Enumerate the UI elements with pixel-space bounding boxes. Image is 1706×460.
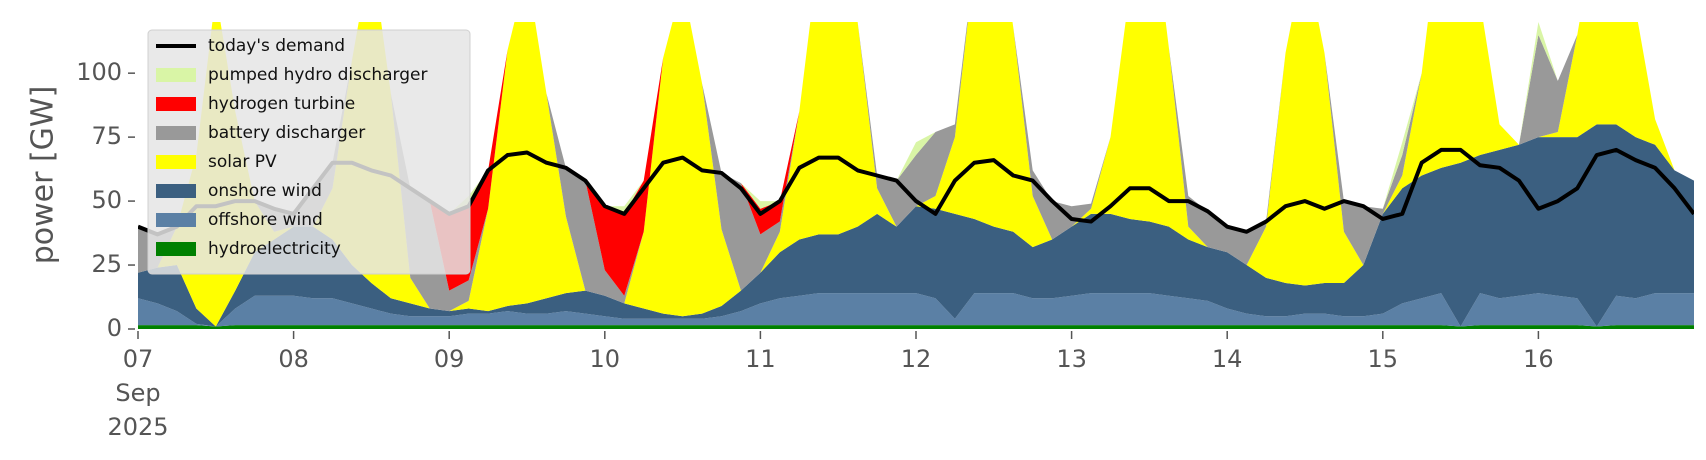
y-tick-label: 100 (76, 58, 122, 86)
legend-label: hydroelectricity (208, 239, 341, 259)
y-axis-label: power [GW] (26, 86, 61, 265)
legend-swatch (156, 155, 196, 169)
area-1 (138, 293, 1694, 327)
x-tick-label: 12 (900, 345, 932, 373)
legend-swatch (156, 97, 196, 111)
legend: today's demand pumped hydro discharger hyd… (147, 29, 471, 275)
y-tick-label: 0 (107, 314, 122, 342)
legend-frame (147, 29, 471, 275)
legend-swatch (156, 126, 196, 140)
legend-label: battery discharger (208, 123, 365, 143)
legend-label: offshore wind (208, 210, 323, 230)
x-tick-label: 16 (1523, 345, 1554, 373)
legend-swatch (156, 213, 196, 227)
area-3 (138, 22, 1694, 327)
legend-label: pumped hydro discharger (208, 65, 427, 85)
x-tick-label: 07 Sep 2025 (107, 345, 169, 441)
x-tick-label: 10 (589, 345, 621, 373)
legend-swatch (156, 242, 196, 256)
y-tick-label: 75 (91, 122, 122, 150)
legend-label: hydrogen turbine (208, 94, 355, 114)
legend-label: solar PV (208, 152, 277, 172)
area-2 (138, 124, 1694, 327)
axes: 0 25 50 75 100 (76, 58, 1540, 342)
x-tick-label: 14 (1211, 345, 1243, 373)
x-tick-label: 09 (433, 345, 465, 373)
x-tick-label: 08 (278, 345, 309, 373)
x-tick-label: 15 (1367, 345, 1399, 373)
area-4 (138, 22, 1694, 312)
legend-swatch (156, 184, 196, 198)
legend-label: onshore wind (208, 181, 322, 201)
y-tick-label: 50 (91, 186, 122, 214)
x-tick-label: 11 (745, 345, 776, 373)
legend-label: today's demand (208, 36, 345, 56)
x-tick-label: 13 (1056, 345, 1087, 373)
legend-swatch (156, 68, 196, 82)
plot-area (138, 22, 1694, 329)
y-tick-label: 25 (91, 250, 122, 278)
area-0 (138, 325, 1694, 329)
